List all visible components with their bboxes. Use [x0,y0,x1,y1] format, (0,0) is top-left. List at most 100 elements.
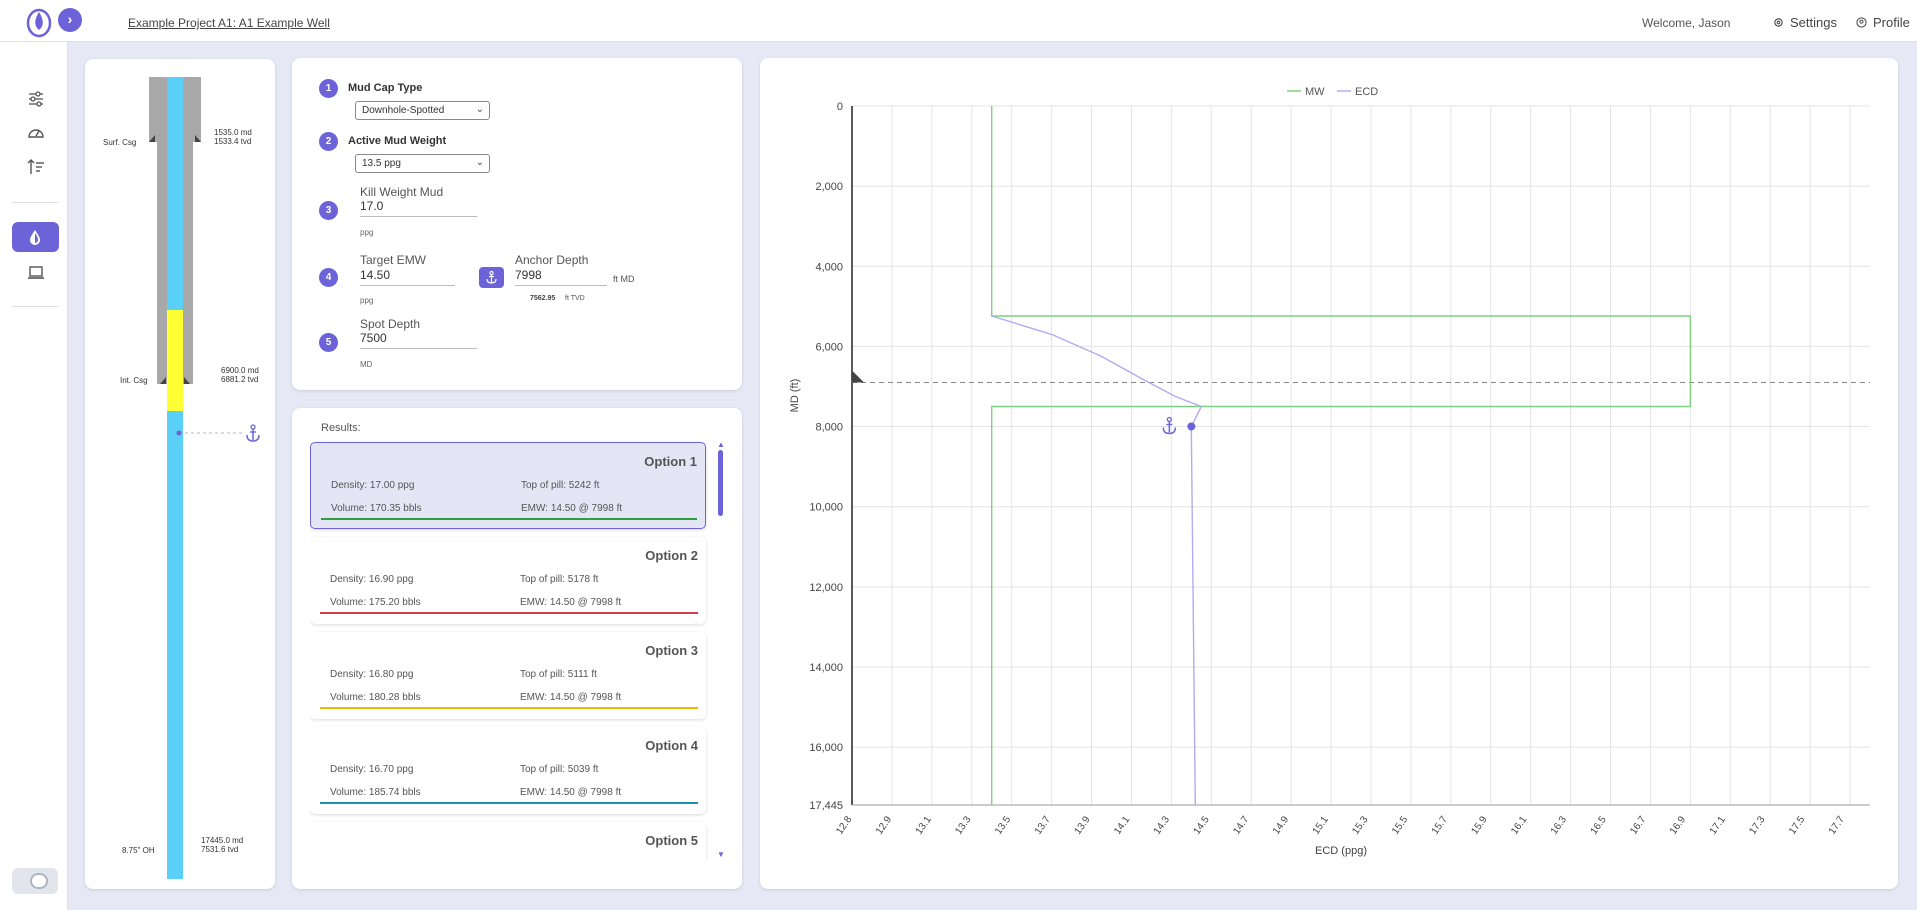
x-tick-label: 16.3 [1549,814,1569,837]
sidebar-divider [12,306,58,307]
anchor-depth-unit: ft MD [613,274,635,284]
gear-icon [1774,18,1783,27]
option-title: Option 4 [645,738,698,753]
x-tick-label: 17.3 [1747,814,1767,837]
x-tick-label: 12.8 [834,814,854,837]
target-emw-input[interactable]: 14.50 [360,268,455,286]
intermediate-casing-right [183,77,193,384]
y-tick-label: 6,000 [815,341,843,353]
spot-depth-input[interactable]: 7500 [360,331,477,349]
x-tick-label: 13.7 [1033,814,1053,837]
scroll-up-icon[interactable]: ▲ [717,440,725,449]
sliders-icon[interactable] [26,89,46,109]
result-option-5[interactable]: Option 5 [310,822,706,860]
x-tick-label: 16.7 [1628,814,1648,837]
option-top-of-pill: Top of pill: 5039 ft [520,764,599,775]
wellbore-schematic [149,77,260,879]
result-option-1[interactable]: Option 1 Density: 17.00 ppg Top of pill:… [310,442,706,529]
kill-weight-mud-unit: ppg [360,228,374,237]
sidebar-item-mud-cap[interactable] [12,222,59,252]
active-mud-weight-value: 13.5 ppg [362,158,401,169]
surface-casing-shoe-right [195,135,201,142]
speedometer-icon[interactable] [26,123,46,143]
option-volume: Volume: 175.20 bbls [330,597,421,608]
surf-csg-tvd: 1533.4 tvd [214,137,252,146]
profile-button[interactable]: Profile [1856,15,1910,30]
option-title: Option 5 [645,833,698,848]
option-top-of-pill: Top of pill: 5242 ft [521,480,600,491]
x-tick-label: 16.1 [1509,814,1529,837]
result-option-2[interactable]: Option 2 Density: 16.90 ppg Top of pill:… [310,537,706,624]
series-line-ecd [991,315,1203,806]
sort-icon[interactable] [26,157,46,177]
anchor-icon [486,270,497,284]
x-tick-label: 15.1 [1311,814,1331,837]
x-tick-label: 12.9 [874,814,894,837]
anchor-point [1187,422,1196,431]
y-tick-label: 0 [837,101,843,113]
toggle-knob [30,873,48,889]
x-tick-label: 14.3 [1152,814,1172,837]
option-color-bar [320,802,698,804]
intermediate-casing-shoe-right [184,377,190,384]
result-option-3[interactable]: Option 3 Density: 16.80 ppg Top of pill:… [310,632,706,719]
active-mud-weight-select[interactable]: 13.5 ppg ⌄ [355,154,490,173]
mud-cap-type-select[interactable]: Downhole-Spotted ⌄ [355,101,490,120]
x-tick-label: 15.3 [1350,814,1370,837]
result-option-4[interactable]: Option 4 Density: 16.70 ppg Top of pill:… [310,727,706,814]
settings-label: Settings [1790,15,1837,30]
laptop-icon[interactable] [26,263,46,283]
theme-toggle[interactable] [12,868,58,894]
y-tick-label: 12,000 [809,582,843,594]
drop-icon [30,230,40,245]
x-tick-label: 14.1 [1112,814,1132,837]
anchor-icon[interactable] [246,424,260,442]
int-csg-tvd: 6881.2 tvd [221,375,259,384]
intermediate-casing-shoe-left [160,377,166,384]
x-tick-label: 13.9 [1072,814,1092,837]
results-scrollbar[interactable]: ▲ ▼ [716,440,725,860]
x-tick-label: 16.9 [1668,814,1688,837]
wellbore-schematic-panel: Surf. Csg 1535.0 md 1533.4 tvd Int. Csg … [85,59,275,889]
mud-cap-form: 1 Mud Cap Type Downhole-Spotted ⌄ 2 Acti… [292,58,742,390]
option-color-bar [320,707,698,709]
y-tick-label: 2,000 [815,181,843,193]
set-anchor-button[interactable] [479,267,504,288]
results-list[interactable]: Option 1 Density: 17.00 ppg Top of pill:… [310,440,714,860]
kill-weight-mud-input[interactable]: 17.0 [360,199,477,217]
chevron-down-icon: ⌄ [475,104,484,115]
option-density: Density: 16.70 ppg [330,764,414,775]
y-tick-label: 10,000 [809,502,843,514]
x-tick-label: 16.5 [1589,814,1609,837]
y-tick-label: 14,000 [809,662,843,674]
y-tick-label: 17,445 [809,800,843,812]
x-tick-label: 15.5 [1390,814,1410,837]
step-5-badge: 5 [319,333,338,352]
x-tick-label: 14.7 [1231,814,1251,837]
option-title: Option 2 [645,548,698,563]
expand-sidebar-button[interactable]: › [58,8,82,32]
open-hole-tvd: 7531.6 tvd [201,845,239,854]
anchor-depth-input[interactable]: 7998 [515,268,607,286]
top-bar: › Example Project A1: A1 Example Well We… [0,0,1917,42]
option-color-bar [321,518,697,520]
x-tick-label: 14.5 [1192,814,1212,837]
x-tick-label: 13.5 [993,814,1013,837]
anchor-tvd-value: 7562.95 [530,295,556,302]
casing-shoe-marker [852,370,864,383]
user-icon [1856,17,1867,28]
results-panel: Results: Option 1 Density: 17.00 ppg Top… [292,408,742,889]
scroll-down-icon[interactable]: ▼ [717,850,725,859]
anchor-depth-marker [176,430,182,436]
scrollbar-thumb[interactable] [718,450,723,516]
profile-label: Profile [1873,15,1910,30]
left-sidebar [0,42,68,910]
project-title-link[interactable]: Example Project A1: A1 Example Well [128,16,330,30]
ecd-chart-panel: 0 2,000 4,000 6,000 8,000 10,000 12,000 14,000 1… [760,58,1898,889]
chevron-down-icon: ⌄ [475,157,484,168]
surface-casing-right [193,77,201,142]
app-logo-icon[interactable] [25,6,55,38]
y-axis-label: MD (ft) [789,379,801,413]
settings-button[interactable]: Settings [1773,15,1837,30]
option-density: Density: 16.80 ppg [330,669,414,680]
